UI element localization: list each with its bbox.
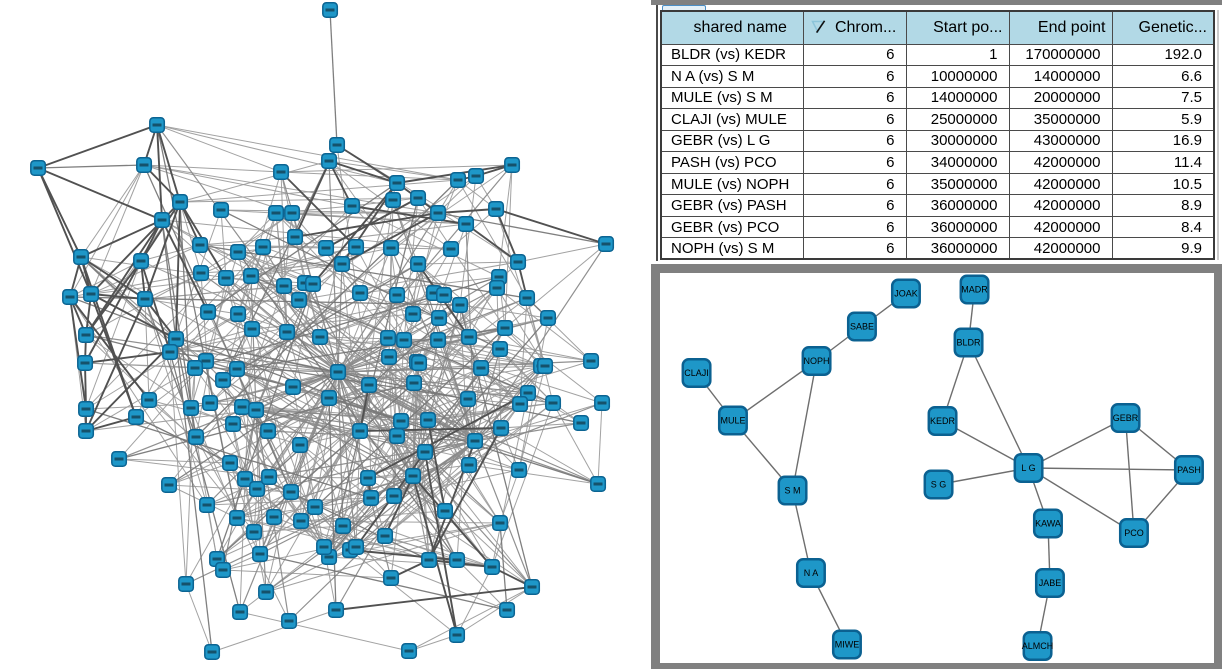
svg-text:S M: S M <box>784 486 800 496</box>
svg-text:JABE: JABE <box>1039 578 1062 588</box>
svg-text:N A: N A <box>804 568 819 578</box>
svg-text:ALMCH: ALMCH <box>1022 641 1054 651</box>
svg-text:GEBR: GEBR <box>1113 413 1139 423</box>
svg-text:BLDR: BLDR <box>956 338 981 348</box>
svg-text:NOPH: NOPH <box>803 356 829 366</box>
svg-text:KAWA: KAWA <box>1035 519 1061 529</box>
svg-text:MIWE: MIWE <box>835 640 860 650</box>
svg-text:JOAK: JOAK <box>894 289 918 299</box>
svg-text:SABE: SABE <box>850 322 874 332</box>
svg-text:MULE: MULE <box>720 416 745 426</box>
svg-text:KEDR: KEDR <box>930 416 956 426</box>
svg-text:PCO: PCO <box>1124 528 1144 538</box>
svg-text:S G: S G <box>931 480 947 490</box>
svg-text:L G: L G <box>1021 463 1035 473</box>
svg-text:MADR: MADR <box>961 285 988 295</box>
svg-text:PASH: PASH <box>1177 465 1201 475</box>
svg-text:CLAJI: CLAJI <box>684 368 709 378</box>
